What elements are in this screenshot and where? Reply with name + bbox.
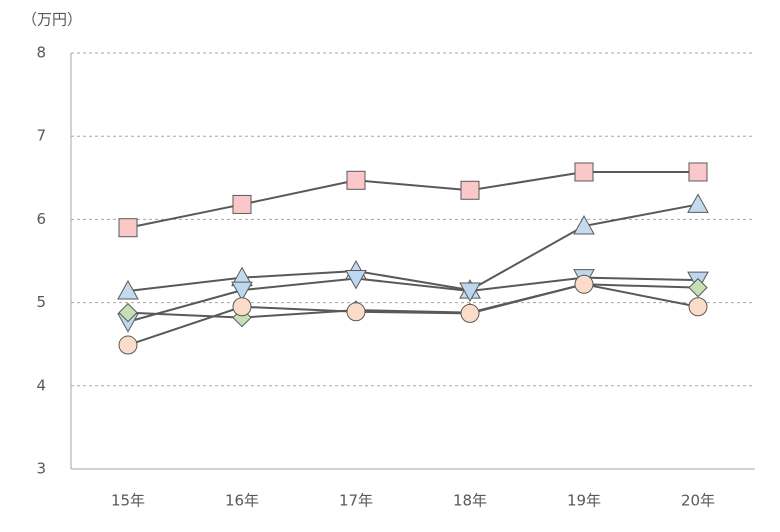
x-tick-label: 16年 <box>225 492 259 510</box>
y-tick-label: 5 <box>36 293 46 311</box>
marker <box>232 194 252 214</box>
y-tick-label: 6 <box>36 210 46 228</box>
marker <box>346 170 366 190</box>
marker <box>345 269 367 290</box>
y-tick-label: 7 <box>36 127 46 145</box>
marker <box>118 302 138 323</box>
x-tick-label: 18年 <box>453 492 487 510</box>
y-axis-label: （万円） <box>22 11 82 29</box>
marker <box>688 297 708 317</box>
series-line <box>127 203 699 292</box>
x-tick-label: 19年 <box>567 492 601 510</box>
marker <box>232 297 252 317</box>
y-tick-label: 8 <box>36 44 46 62</box>
marker <box>346 302 366 322</box>
marker <box>574 162 594 182</box>
marker <box>117 279 139 300</box>
marker <box>118 218 138 238</box>
series-line <box>127 283 699 319</box>
marker <box>687 193 709 213</box>
marker <box>573 215 595 235</box>
marker <box>459 282 481 302</box>
series-line <box>127 276 699 323</box>
marker <box>688 162 708 182</box>
series-line <box>127 283 699 346</box>
x-tick-label: 17年 <box>339 492 373 510</box>
x-tick-label: 20年 <box>681 492 715 510</box>
marker <box>688 277 708 298</box>
y-tick-label: 3 <box>36 460 46 478</box>
series-line <box>127 170 698 229</box>
marker <box>460 180 480 200</box>
marker <box>231 281 253 302</box>
marker <box>574 274 594 294</box>
y-tick-label: 4 <box>36 376 46 394</box>
marker <box>118 335 138 355</box>
marker <box>460 303 480 323</box>
x-tick-label: 15年 <box>111 492 145 510</box>
